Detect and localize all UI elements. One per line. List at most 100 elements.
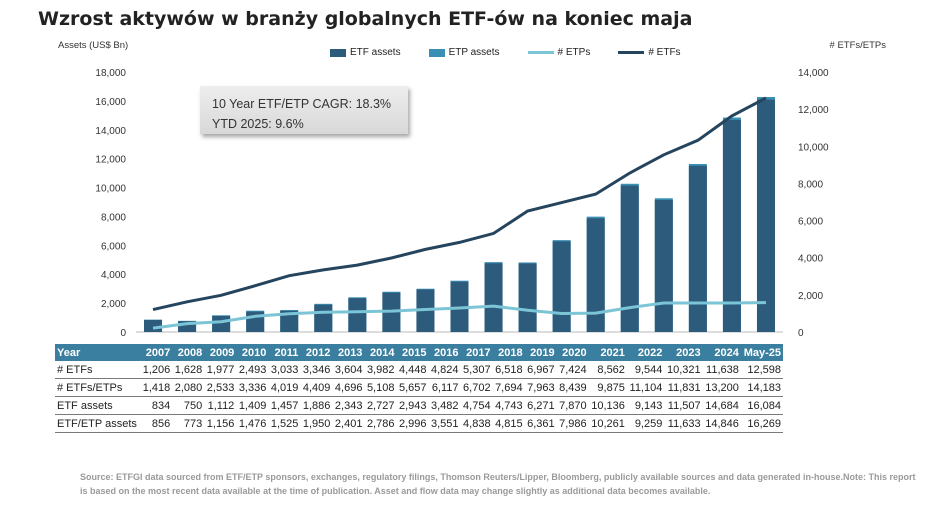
table-cell: 1,409	[238, 399, 267, 412]
table-row: ETF assets 834 750 1,112 1,409 1,457 1,886 2,34…	[55, 397, 783, 415]
table-header-cell: 2008	[177, 346, 203, 359]
table-cell: # ETFs/ETPs	[57, 381, 123, 394]
table-row: # ETFs/ETPs 1,418 2,080 2,533 3,336 4,019 4,40…	[55, 379, 783, 397]
left-axis-tick-label: 4,000	[101, 270, 126, 281]
legend-etfs: # ETFs	[618, 47, 681, 58]
table-cell: 1,418	[142, 381, 171, 394]
table-cell: 856	[151, 417, 171, 430]
bar-etf-assets	[348, 298, 367, 332]
source-footnote: Source: ETFGI data sourced from ETF/ETP …	[80, 472, 916, 496]
table-cell: 13,200	[705, 381, 739, 394]
table-cell: 10,136	[591, 399, 625, 412]
bar-etf-assets	[212, 315, 231, 332]
table-cell: 14,183	[747, 381, 781, 394]
table-cell: 4,815	[495, 417, 523, 430]
table-cell: 1,525	[270, 417, 299, 430]
table-header-cell: 2017	[466, 346, 491, 359]
table-cell: 3,033	[270, 363, 299, 376]
table-cell: 2,786	[366, 417, 395, 430]
table-header-cell: 2020	[562, 346, 587, 359]
left-axis-tick-label: 6,000	[101, 241, 126, 252]
table-cell: 11,831	[667, 381, 701, 394]
legend-swatch-etf-assets	[330, 48, 346, 57]
table-cell: 1,112	[207, 399, 235, 412]
left-axis-tick-label: 14,000	[95, 126, 126, 137]
table-cell: 7,694	[495, 381, 523, 394]
table-cell: 5,657	[398, 381, 427, 394]
table-cell: 7,424	[559, 363, 587, 376]
legend-label-etf-assets: ETF assets	[350, 47, 401, 58]
table-cell: 4,824	[431, 363, 459, 376]
table-cell: 3,982	[366, 363, 395, 376]
legend-label-etp-assets: ETP assets	[448, 47, 500, 58]
table-row: # ETFs 1,206 1,628 1,977 2,493 3,033 3,346 3,60…	[55, 361, 783, 379]
table-header-cell: 2014	[369, 346, 395, 359]
bar-etf-assets	[688, 165, 707, 332]
legend-swatch-etp-assets	[428, 48, 445, 57]
table-cell: 3,336	[238, 381, 267, 394]
table-header-cell: 2024	[714, 346, 739, 359]
chart-legend: ETF assets ETP assets # ETPs # ETFs	[330, 47, 709, 58]
table-cell: 2,493	[238, 363, 267, 376]
cagr-callout: 10 Year ETF/ETP CAGR: 18.3% YTD 2025: 9.…	[200, 86, 408, 134]
table-header-cell: May-25	[743, 346, 781, 359]
cagr-line-ytd: YTD 2025: 9.6%	[212, 117, 304, 131]
legend-label-etps: # ETPs	[557, 47, 591, 58]
bar-etf-assets	[280, 310, 299, 332]
bar-etf-assets	[552, 241, 571, 332]
table-cell: 3,604	[334, 363, 363, 376]
right-axis-tick-label: 6,000	[798, 217, 823, 228]
table-header-cell: 2007	[145, 346, 171, 359]
table-cell: 1,206	[142, 363, 171, 376]
table-cell: 6,518	[495, 363, 523, 376]
table-cell: 10,321	[666, 363, 701, 376]
right-axis-tick-label: 10,000	[798, 142, 829, 153]
legend-etps: # ETPs	[527, 47, 591, 58]
table-header-cell: 2011	[274, 346, 299, 359]
legend-swatch-etfs	[618, 51, 645, 54]
bar-etf-assets	[722, 119, 741, 332]
table-cell: 7,986	[559, 417, 587, 430]
bar-etf-assets	[314, 304, 333, 332]
table-cell: 2,943	[398, 399, 427, 412]
left-axis-tick-label: 10,000	[95, 184, 126, 195]
table-header-cell: 2019	[530, 346, 555, 359]
legend-etf-assets: ETF assets	[330, 47, 401, 58]
table-cell: 11,633	[667, 417, 701, 430]
table-cell: 6,271	[527, 399, 555, 412]
legend-swatch-etps	[527, 51, 554, 54]
table-header-row: Year 2007 2008 2009 2010 2011 2012 2013 2014 2015…	[55, 344, 783, 361]
table-cell: 7,963	[527, 381, 555, 394]
table-cell: 10,261	[591, 417, 625, 430]
table-header-cell: 2015	[402, 346, 427, 359]
table-cell: 1,476	[238, 417, 267, 430]
legend-etp-assets: ETP assets	[428, 47, 500, 58]
table-cell: 1,950	[302, 417, 331, 430]
right-axis-tick-label: 0	[798, 328, 804, 339]
table-cell: 3,346	[302, 363, 331, 376]
left-axis-title: Assets (US$ Bn)	[58, 40, 129, 51]
left-axis-tick-label: 0	[120, 328, 126, 339]
table-cell: 9,259	[634, 417, 663, 430]
table-cell: 5,307	[463, 363, 491, 376]
data-table: Year 2007 2008 2009 2010 2011 2012 2013 2014 2015…	[55, 344, 783, 433]
bar-etf-assets	[620, 185, 639, 332]
table-cell: 834	[151, 399, 171, 412]
table-header-cell: 2013	[337, 346, 363, 359]
bar-etf-assets	[756, 99, 775, 332]
table-cell: 1,977	[206, 363, 235, 376]
table-header-cell: 2012	[305, 346, 331, 359]
chart-plot: 0 2,000 4,000 6,000 8,000 10,000 12,000 14,000 1…	[95, 68, 829, 339]
table-cell: 8,562	[597, 363, 625, 376]
table-cell: 4,409	[302, 381, 331, 394]
table-cell: 12,598	[747, 363, 781, 376]
table-cell: 14,684	[705, 399, 739, 412]
table-cell: 2,080	[174, 381, 203, 394]
cagr-line-10yr: 10 Year ETF/ETP CAGR: 18.3%	[212, 97, 392, 111]
table-cell: 3,482	[431, 399, 459, 412]
table-cell: 16,269	[747, 417, 781, 430]
table-header-cell: 2018	[498, 346, 523, 359]
table-cell: 4,754	[463, 399, 491, 412]
table-cell: ETF assets	[57, 399, 113, 412]
table-cell: 2,401	[334, 417, 363, 430]
